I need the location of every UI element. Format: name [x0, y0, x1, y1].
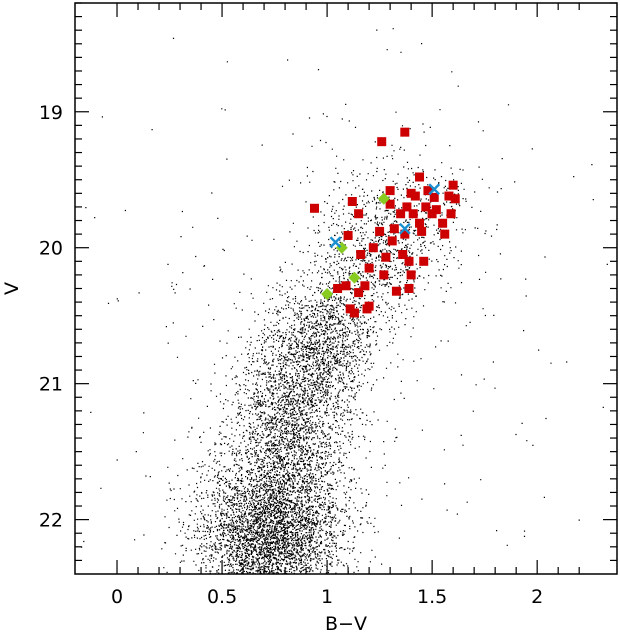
- square-point: [377, 137, 387, 147]
- square-point: [410, 191, 420, 201]
- square-point: [400, 127, 410, 137]
- square-point: [341, 281, 351, 291]
- y-tick-label: 19: [39, 102, 63, 124]
- axis-tick-labels: 0 0.5 1 1.5 2 19 20 21 22: [39, 102, 543, 608]
- square-point: [408, 209, 418, 219]
- square-point: [381, 252, 391, 262]
- diamond-point: [321, 287, 334, 300]
- diamond-point: [348, 271, 361, 284]
- square-point: [415, 172, 425, 182]
- cross-point: [398, 222, 411, 235]
- square-point: [396, 209, 406, 219]
- square-point: [364, 263, 374, 273]
- square-point: [431, 205, 441, 215]
- square-point: [444, 191, 454, 201]
- square-point: [375, 226, 385, 236]
- x-axis-label: B−V: [325, 613, 367, 635]
- square-point: [389, 224, 399, 234]
- square-point: [343, 230, 353, 240]
- square-point: [448, 180, 458, 190]
- square-point: [368, 243, 378, 253]
- square-point: [333, 284, 343, 293]
- square-point: [400, 229, 410, 239]
- series-square: [309, 127, 460, 318]
- square-point: [419, 256, 429, 266]
- square-point: [406, 270, 416, 280]
- square-point: [440, 229, 450, 239]
- square-point: [379, 270, 389, 280]
- square-point: [385, 186, 395, 196]
- square-point: [450, 194, 460, 204]
- square-point: [360, 281, 370, 291]
- diamond-point: [377, 192, 390, 205]
- square-point: [429, 192, 439, 202]
- square-point: [415, 218, 425, 228]
- series-cross: [329, 183, 441, 249]
- square-point: [364, 301, 374, 311]
- square-point: [404, 284, 414, 293]
- field-stars-layer: [81, 28, 608, 574]
- square-point: [438, 218, 448, 228]
- square-point: [309, 203, 319, 213]
- square-point: [349, 308, 359, 318]
- y-tick-label: 20: [39, 238, 63, 260]
- y-tick-label: 21: [39, 374, 63, 396]
- square-point: [354, 209, 364, 219]
- cross-point: [329, 236, 342, 249]
- square-point: [356, 250, 366, 260]
- axis-ticks: [75, 2, 617, 574]
- square-point: [387, 236, 397, 246]
- series-diamond: [321, 192, 390, 300]
- cross-point: [428, 183, 441, 196]
- square-point: [423, 186, 433, 196]
- y-tick-label: 22: [39, 510, 63, 532]
- square-point: [404, 256, 414, 266]
- square-point: [421, 202, 431, 212]
- highlighted-stars-layer: [309, 127, 460, 318]
- square-point: [391, 286, 401, 296]
- x-tick-label: 2: [531, 586, 543, 608]
- square-point: [347, 196, 357, 206]
- y-axis-label: V: [1, 282, 23, 295]
- x-tick-label: 0: [111, 586, 123, 608]
- field-star-points: [81, 28, 608, 574]
- square-point: [354, 288, 364, 298]
- x-tick-label: 1: [321, 586, 333, 608]
- square-point: [402, 202, 412, 212]
- x-tick-label: 0.5: [207, 586, 237, 608]
- x-tick-label: 1.5: [417, 586, 447, 608]
- square-point: [398, 250, 408, 260]
- square-point: [417, 226, 427, 236]
- square-point: [446, 209, 456, 219]
- square-point: [385, 199, 395, 209]
